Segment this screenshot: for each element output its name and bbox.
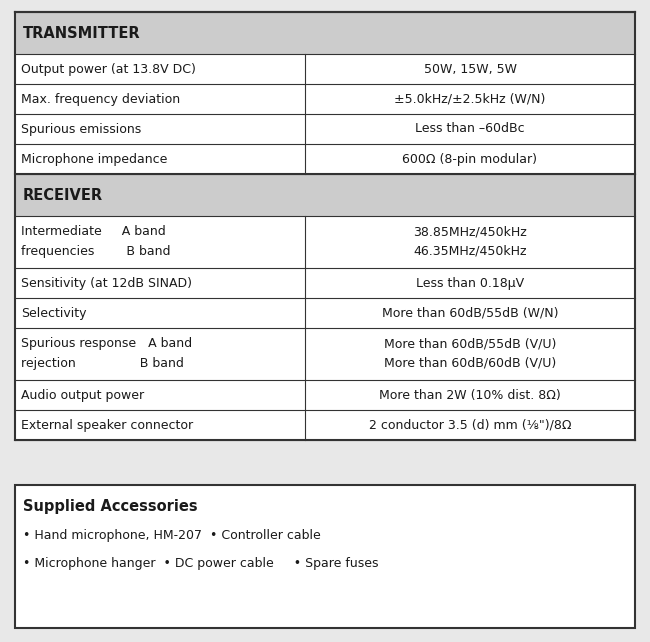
Text: 50W, 15W, 5W: 50W, 15W, 5W: [424, 62, 517, 76]
Text: frequencies        B band: frequencies B band: [21, 245, 170, 258]
Text: • Microphone hanger  • DC power cable     • Spare fuses: • Microphone hanger • DC power cable • S…: [23, 557, 378, 569]
Text: ±5.0kHz/±2.5kHz (W/N): ±5.0kHz/±2.5kHz (W/N): [395, 92, 546, 105]
Text: Intermediate     A band: Intermediate A band: [21, 225, 166, 238]
Bar: [15, 12, 635, 440]
Text: 38.85MHz/450kHz: 38.85MHz/450kHz: [413, 225, 527, 238]
Text: RECEIVER: RECEIVER: [23, 187, 103, 202]
Text: rejection                B band: rejection B band: [21, 357, 184, 370]
Text: • Hand microphone, HM-207  • Controller cable: • Hand microphone, HM-207 • Controller c…: [23, 528, 320, 541]
Text: TRANSMITTER: TRANSMITTER: [23, 26, 140, 40]
Text: Spurious response   A band: Spurious response A band: [21, 337, 192, 350]
Bar: [15, 12, 635, 54]
Text: 46.35MHz/450kHz: 46.35MHz/450kHz: [413, 245, 526, 258]
Text: Output power (at 13.8V DC): Output power (at 13.8V DC): [21, 62, 196, 76]
Text: 600Ω (8-pin modular): 600Ω (8-pin modular): [402, 153, 538, 166]
Text: External speaker connector: External speaker connector: [21, 419, 193, 431]
Text: More than 60dB/60dB (V/U): More than 60dB/60dB (V/U): [384, 357, 556, 370]
Text: Audio output power: Audio output power: [21, 388, 144, 401]
Text: 2 conductor 3.5 (d) mm (⅛")/8Ω: 2 conductor 3.5 (d) mm (⅛")/8Ω: [369, 419, 571, 431]
Text: Supplied Accessories: Supplied Accessories: [23, 499, 198, 514]
Text: Sensitivity (at 12dB SINAD): Sensitivity (at 12dB SINAD): [21, 277, 192, 290]
Text: More than 60dB/55dB (W/N): More than 60dB/55dB (W/N): [382, 306, 558, 320]
Text: Selectivity: Selectivity: [21, 306, 86, 320]
Bar: [15, 174, 635, 216]
Bar: [15, 485, 635, 628]
Text: More than 2W (10% dist. 8Ω): More than 2W (10% dist. 8Ω): [379, 388, 561, 401]
Text: Less than –60dBc: Less than –60dBc: [415, 123, 525, 135]
Text: More than 60dB/55dB (V/U): More than 60dB/55dB (V/U): [384, 337, 556, 350]
Text: Less than 0.18μV: Less than 0.18μV: [416, 277, 524, 290]
Text: Microphone impedance: Microphone impedance: [21, 153, 168, 166]
Text: Max. frequency deviation: Max. frequency deviation: [21, 92, 180, 105]
Text: Spurious emissions: Spurious emissions: [21, 123, 141, 135]
